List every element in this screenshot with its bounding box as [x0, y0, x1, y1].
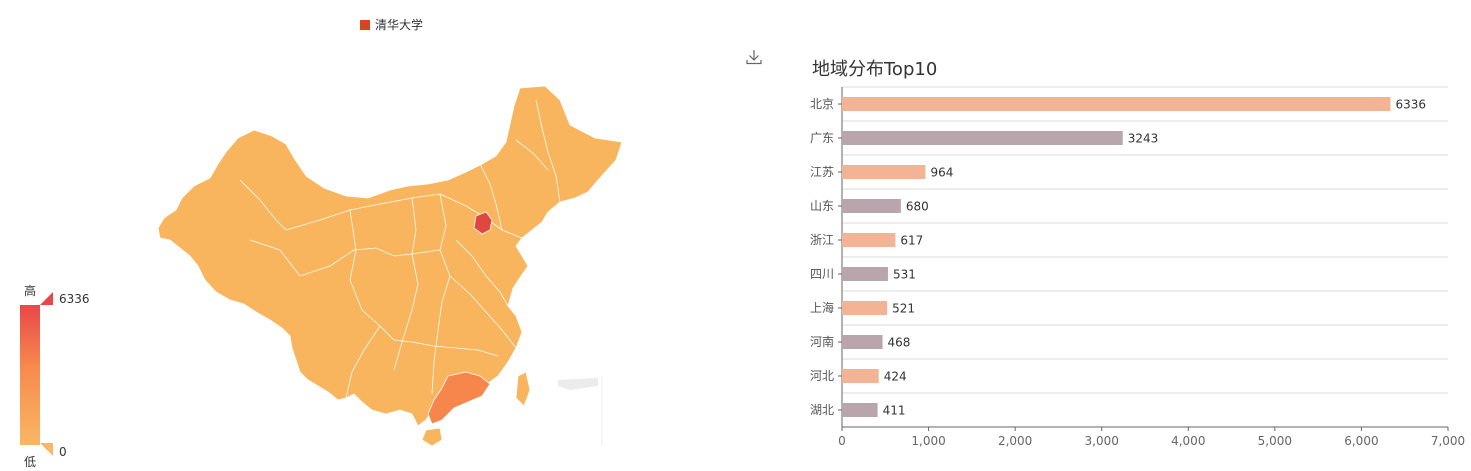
- y-tick-label: 山东: [810, 199, 834, 213]
- y-tick-label: 上海: [810, 300, 834, 315]
- data-label: 424: [884, 370, 907, 384]
- bar: [842, 97, 1391, 111]
- y-tick-label: 江苏: [810, 165, 834, 179]
- bar-chart-title: 地域分布Top10: [812, 59, 938, 80]
- map-south-china-sea-inset: [558, 378, 598, 390]
- visual-map-min-label: 0: [59, 445, 67, 459]
- bar: [842, 233, 896, 247]
- data-label: 617: [900, 234, 923, 248]
- x-tick-label: 6,000: [1344, 434, 1378, 448]
- bar: [842, 369, 879, 383]
- visual-map-high-text: 高: [24, 284, 37, 298]
- y-tick-label: 广东: [810, 131, 834, 145]
- data-label: 964: [930, 166, 953, 180]
- visual-map-gradient[interactable]: [20, 305, 40, 445]
- download-icon[interactable]: [745, 48, 763, 66]
- china-map[interactable]: [150, 80, 630, 450]
- bar: [842, 301, 888, 315]
- x-tick-label: 7,000: [1431, 434, 1465, 448]
- visual-map-max-handle[interactable]: [40, 292, 54, 306]
- map-region-hainan: [421, 427, 443, 447]
- x-tick-label: 5,000: [1258, 434, 1292, 448]
- bar: [842, 199, 901, 213]
- legend-label: 清华大学: [375, 18, 424, 32]
- data-label: 6336: [1396, 98, 1427, 112]
- map-region-taiwan: [515, 371, 531, 407]
- y-tick-label: 河北: [810, 369, 834, 383]
- data-label: 521: [892, 302, 915, 316]
- data-label: 3243: [1128, 132, 1159, 146]
- y-tick-label: 北京: [810, 97, 834, 111]
- y-tick-label: 湖北: [810, 402, 834, 417]
- x-tick-label: 1,000: [911, 434, 945, 448]
- data-label: 680: [906, 200, 929, 214]
- x-tick-label: 4,000: [1171, 434, 1205, 448]
- bar: [842, 267, 888, 281]
- map-legend[interactable]: 清华大学: [360, 16, 423, 33]
- x-tick-label: 2,000: [998, 434, 1032, 448]
- y-tick-label: 河南: [810, 334, 834, 349]
- bar: [842, 131, 1123, 145]
- map-region-guangdong: [427, 371, 491, 425]
- legend-swatch: [360, 19, 370, 30]
- bar: [842, 403, 878, 417]
- visual-map-max-label: 6336: [59, 292, 90, 306]
- map-region-mainland: [157, 85, 623, 427]
- bar: [842, 335, 883, 349]
- data-label: 468: [888, 336, 911, 350]
- bar: [842, 165, 926, 179]
- y-tick-label: 四川: [810, 267, 834, 281]
- x-tick-label: 3,000: [1085, 434, 1119, 448]
- y-tick-label: 浙江: [810, 233, 834, 247]
- visual-map-low-text: 低: [24, 455, 37, 469]
- map-region-beijing: [473, 211, 493, 235]
- visual-map-min-handle[interactable]: [40, 443, 54, 457]
- x-tick-label: 0: [838, 434, 846, 448]
- data-label: 531: [893, 268, 916, 282]
- data-label: 411: [883, 404, 906, 418]
